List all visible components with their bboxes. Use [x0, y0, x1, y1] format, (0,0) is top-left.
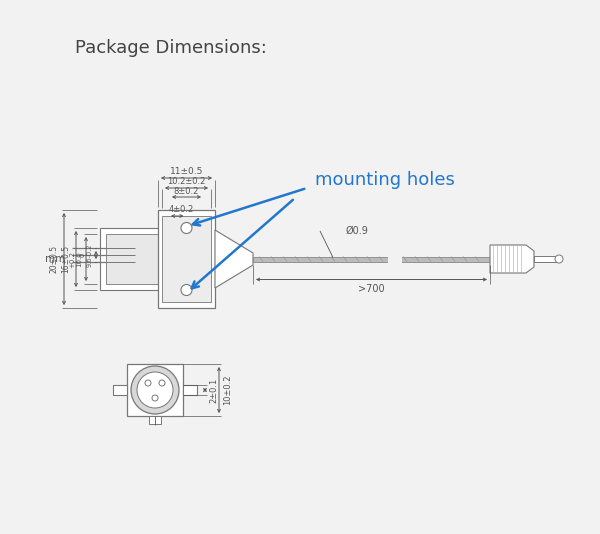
Text: 4±0.2: 4±0.2: [169, 206, 194, 215]
Text: 2±0.1: 2±0.1: [209, 378, 218, 403]
Circle shape: [555, 255, 563, 263]
Text: Package Dimensions:: Package Dimensions:: [75, 39, 267, 57]
Bar: [183, 385, 197, 395]
Bar: [106, 234, 166, 284]
Bar: [113, 385, 127, 395]
Polygon shape: [490, 245, 534, 273]
Bar: [534, 256, 556, 262]
Text: 20±0.5: 20±0.5: [49, 245, 59, 273]
Circle shape: [181, 285, 192, 295]
Bar: [149, 416, 161, 424]
Text: +0.2
10.0: +0.2 10.0: [70, 250, 83, 268]
Text: 8±0.2: 8±0.2: [174, 186, 199, 195]
Text: mounting holes: mounting holes: [315, 171, 455, 189]
Circle shape: [131, 366, 179, 414]
Text: 11±0.5: 11±0.5: [170, 167, 203, 176]
Bar: [253, 256, 490, 262]
Bar: [388, 255, 402, 263]
Bar: [158, 210, 215, 308]
Circle shape: [152, 395, 158, 401]
Text: mm: mm: [45, 254, 65, 264]
Text: 16±0.5: 16±0.5: [62, 245, 71, 273]
Text: >700: >700: [358, 284, 385, 294]
Text: 10.2±0.2: 10.2±0.2: [167, 177, 206, 186]
Text: Ø0.9: Ø0.9: [346, 226, 368, 236]
Text: 10±0.2: 10±0.2: [223, 375, 233, 405]
Polygon shape: [215, 230, 253, 288]
Circle shape: [181, 223, 192, 233]
Text: 0
9.6-0.2: 0 9.6-0.2: [79, 244, 92, 267]
Bar: [162, 216, 211, 302]
Circle shape: [137, 372, 173, 408]
Circle shape: [159, 380, 165, 386]
Bar: [100, 228, 172, 290]
Circle shape: [145, 380, 151, 386]
Bar: [127, 364, 183, 416]
